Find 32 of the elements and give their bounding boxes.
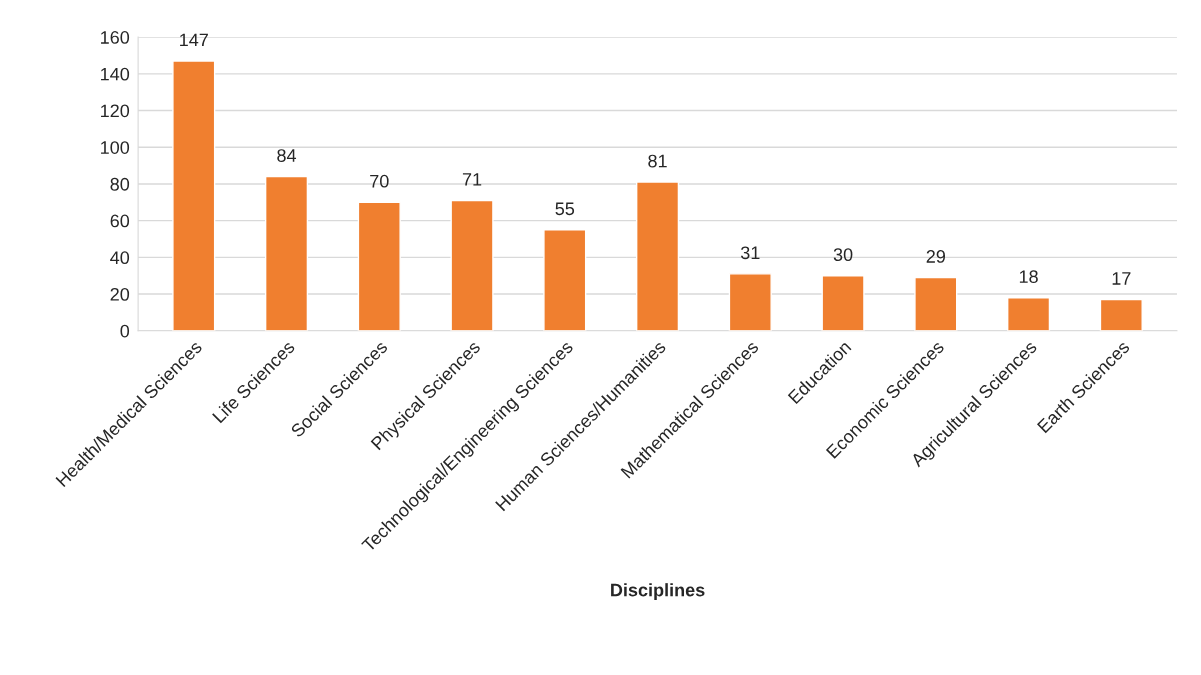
bar xyxy=(1007,297,1051,331)
bar xyxy=(914,276,958,331)
bar xyxy=(450,199,494,331)
data-label: 84 xyxy=(277,149,297,162)
bar xyxy=(728,273,772,331)
data-label: 81 xyxy=(648,154,667,168)
bar xyxy=(357,201,401,331)
bar xyxy=(1099,298,1143,331)
bar xyxy=(543,229,587,331)
y-tick-label: 80 xyxy=(110,177,130,191)
y-tick-label: 100 xyxy=(101,141,130,154)
bar xyxy=(635,181,680,331)
y-tick-label: 140 xyxy=(101,67,130,81)
data-label: 147 xyxy=(180,33,208,47)
data-label: 30 xyxy=(833,248,853,262)
data-label: 70 xyxy=(370,174,389,188)
y-tick-label: 0 xyxy=(120,324,130,338)
y-tick-label: 160 xyxy=(101,31,130,44)
data-label: 29 xyxy=(926,250,945,263)
data-label: 18 xyxy=(1019,270,1038,284)
y-tick-label: 40 xyxy=(110,251,130,265)
data-label: 71 xyxy=(462,173,482,186)
data-label: 17 xyxy=(1112,272,1131,285)
bar xyxy=(821,275,865,331)
y-tick-label: 60 xyxy=(110,214,130,228)
data-label: 31 xyxy=(740,246,760,260)
y-tick-label: 120 xyxy=(101,104,130,118)
x-axis-title: Disciplines xyxy=(611,583,705,600)
data-label: 55 xyxy=(555,202,575,216)
bar xyxy=(264,175,309,331)
y-tick-label: 20 xyxy=(110,287,130,301)
bar xyxy=(172,60,216,331)
